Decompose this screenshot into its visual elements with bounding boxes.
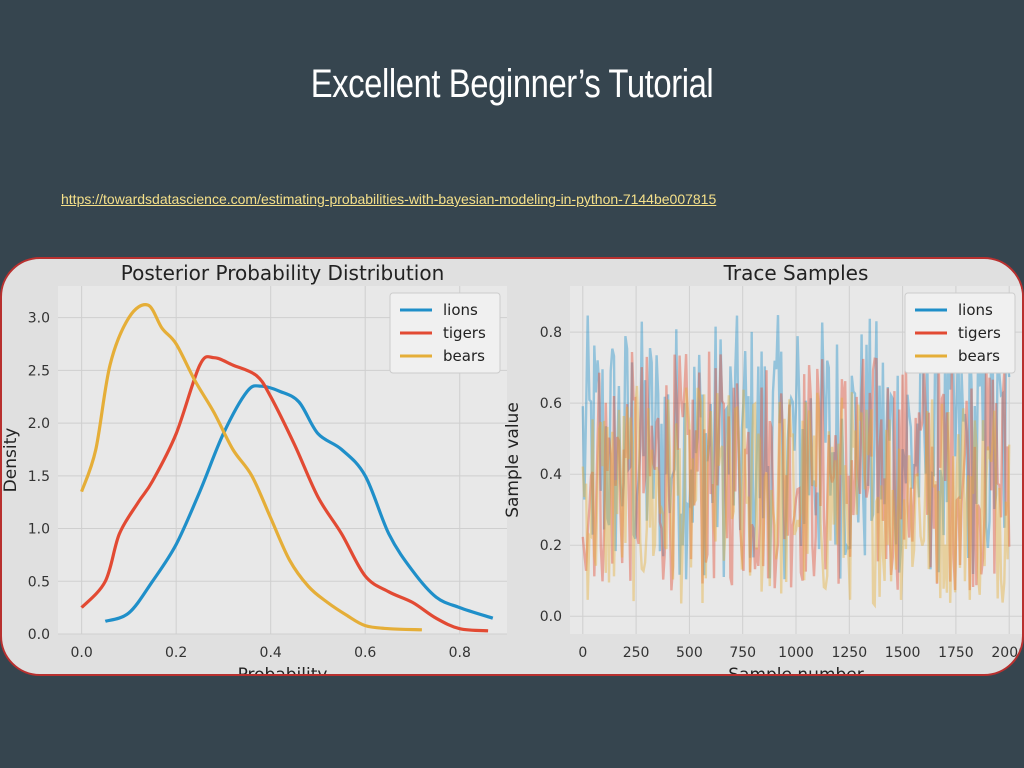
posterior-xtick-label: 0.2 xyxy=(165,645,187,661)
trace-ytick-label: 0.0 xyxy=(540,609,562,625)
trace-ylabel: Sample value xyxy=(503,402,523,518)
trace-legend-label-tigers: tigers xyxy=(958,324,1001,342)
posterior-xtick-label: 0.0 xyxy=(70,645,92,661)
posterior-line-bears xyxy=(80,303,422,632)
tutorial-link[interactable]: https://towardsdatascience.com/estimatin… xyxy=(61,191,717,207)
figure-svg: 0.0 0.5 1.0 1.5 2.0 2.5 3.0 0.0 0.2 0.4 0.6 0.8 Post… xyxy=(2,261,1022,674)
posterior-xtick-label: 0.6 xyxy=(354,645,376,661)
posterior-xtick-label: 0.4 xyxy=(260,645,282,661)
posterior-title: Posterior Probability Distribution xyxy=(121,261,445,285)
posterior-ytick-label: 0.5 xyxy=(28,574,50,590)
posterior-line-lions xyxy=(104,384,494,623)
trace-legend: lions tigers bears xyxy=(904,292,1016,374)
posterior-legend-label-lions: lions xyxy=(443,301,478,319)
trace-xlabel: Sample number xyxy=(728,665,864,674)
posterior-line-tigers xyxy=(80,355,489,633)
trace-ytick-label: 0.2 xyxy=(540,538,562,554)
posterior-legend-label-tigers: tigers xyxy=(443,324,486,342)
trace-line-lions xyxy=(581,315,1011,580)
posterior-ytick-label: 1.5 xyxy=(28,469,50,485)
trace-xtick-label: 1500 xyxy=(885,645,921,661)
posterior-ytick-label: 0.0 xyxy=(28,627,50,643)
trace-ytick-label: 0.4 xyxy=(540,467,562,483)
trace-legend-label-lions: lions xyxy=(958,301,993,319)
figure-panel: 0.0 0.5 1.0 1.5 2.0 2.5 3.0 0.0 0.2 0.4 0.6 0.8 Post… xyxy=(0,257,1024,676)
posterior-ytick-label: 1.0 xyxy=(28,522,50,538)
posterior-xtick-label: 0.8 xyxy=(449,645,471,661)
trace-xtick-label: 250 xyxy=(623,645,650,661)
posterior-xlabel: Probability xyxy=(238,665,328,674)
trace-title: Trace Samples xyxy=(723,261,869,285)
posterior-ytick-label: 3.0 xyxy=(28,311,50,327)
posterior-ytick-label: 2.5 xyxy=(28,363,50,379)
trace-line-bears xyxy=(581,385,1011,609)
trace-chart: 0.0 0.2 0.4 0.6 0.8 0 250 500 750 1000 1250 1500 175… xyxy=(503,261,1022,674)
trace-xtick-label: 500 xyxy=(676,645,703,661)
posterior-legend: lions tigers bears xyxy=(389,292,501,374)
trace-xtick-label: 1000 xyxy=(778,645,814,661)
trace-legend-label-bears: bears xyxy=(958,347,1000,365)
trace-xtick-label: 2000 xyxy=(991,645,1022,661)
posterior-ytick-label: 2.0 xyxy=(28,416,50,432)
trace-legend-box xyxy=(904,292,1016,374)
trace-ytick-label: 0.6 xyxy=(540,396,562,412)
trace-line-tigers xyxy=(581,351,1011,591)
posterior-chart: 0.0 0.5 1.0 1.5 2.0 2.5 3.0 0.0 0.2 0.4 0.6 0.8 Post… xyxy=(2,261,507,674)
slide-title: Excellent Beginner’s Tutorial xyxy=(310,62,714,106)
trace-ytick-label: 0.8 xyxy=(540,325,562,341)
trace-xtick-label: 1750 xyxy=(938,645,974,661)
trace-xtick-label: 0 xyxy=(578,645,587,661)
trace-xtick-label: 1250 xyxy=(831,645,867,661)
posterior-legend-box xyxy=(389,292,501,374)
posterior-ylabel: Density xyxy=(2,428,21,493)
trace-xtick-label: 750 xyxy=(729,645,756,661)
posterior-legend-label-bears: bears xyxy=(443,347,485,365)
